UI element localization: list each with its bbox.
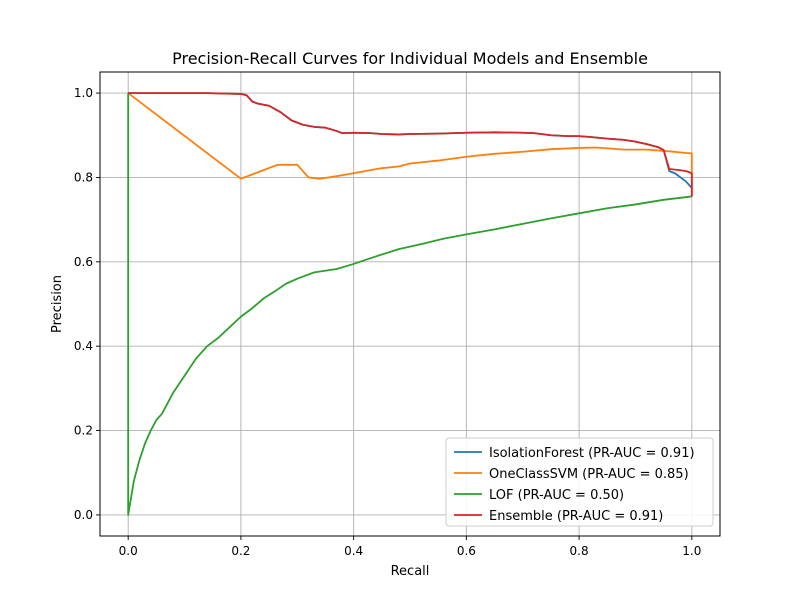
chart-title: Precision-Recall Curves for Individual M… [172,49,648,68]
plot-frame [99,71,721,537]
axis-ticks: 0.0 0.2 0.4 0.6 0.8 1.0 0.0 0.2 0.4 0.6 0.8 1.0 [74,86,701,558]
y-tick-label: 0.8 [74,170,93,184]
x-tick-label: 0.2 [231,544,250,558]
legend-box [445,437,714,527]
x-tick-label: 0.6 [457,544,476,558]
legend-entry-label: OneClassSVM (PR-AUC = 0.85) [489,467,689,482]
legend: IsolationForest (PR-AUC = 0.91) OneClassS… [445,437,714,527]
legend-entry-label: IsolationForest (PR-AUC = 0.91) [489,446,695,461]
x-axis-label: Recall [391,564,430,579]
y-tick-label: 0.6 [74,255,93,269]
x-tick-label: 0.8 [570,544,589,558]
y-axis-label: Precision [50,275,65,333]
y-tick-label: 0.4 [74,339,93,353]
series-lines [127,92,693,516]
legend-entry-label: Ensemble (PR-AUC = 0.91) [489,509,663,524]
series-line-ensemble [128,92,693,197]
legend-entry-label: LOF (PR-AUC = 0.50) [489,488,624,503]
x-tick-label: 0.4 [344,544,363,558]
series-line-oneclasssvm [127,92,693,197]
x-tick-label: 0.0 [119,544,138,558]
x-tick-label: 1.0 [682,544,701,558]
y-tick-label: 1.0 [74,86,93,100]
y-tick-label: 0.2 [74,424,93,438]
series-line-lof [127,93,692,516]
grid [100,72,720,536]
y-tick-label: 0.0 [74,508,93,522]
